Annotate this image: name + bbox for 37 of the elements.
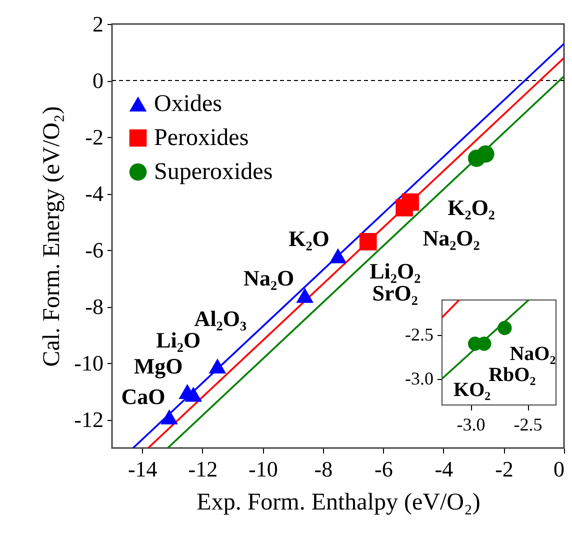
annotation: Li₂O₂ bbox=[370, 258, 422, 284]
x-axis-title: Exp. Form. Enthalpy (eV/O₂) bbox=[196, 490, 480, 516]
annotation: KO₂ bbox=[454, 378, 491, 401]
annotation: K₂O bbox=[288, 226, 330, 251]
annotation: Na₂O bbox=[244, 265, 294, 290]
legend-label: Oxides bbox=[154, 91, 222, 117]
y-tick-label: -4 bbox=[85, 181, 104, 206]
point bbox=[160, 409, 178, 424]
x-tick-label: 0 bbox=[554, 456, 564, 482]
point bbox=[396, 199, 413, 216]
annotation: K₂O₂ bbox=[448, 195, 496, 220]
annotation: CaO bbox=[121, 384, 166, 409]
x-tick-label: -6 bbox=[374, 456, 393, 482]
x-tick-label: -14 bbox=[128, 456, 158, 482]
x-tick-label: -12 bbox=[188, 456, 218, 482]
y-tick-label: 2 bbox=[92, 12, 104, 36]
y-tick-label: -8 bbox=[85, 294, 104, 320]
annotation: RbO₂ bbox=[488, 364, 536, 386]
annotation: MgO bbox=[134, 353, 183, 378]
point bbox=[296, 288, 314, 303]
y-axis-title: Cal. Form. Energy (eV/O₂) bbox=[39, 106, 66, 367]
x-tick-label: -4 bbox=[434, 456, 454, 482]
x-tick-label: -8 bbox=[314, 456, 333, 482]
point bbox=[208, 358, 226, 374]
legend-label: Superoxides bbox=[154, 159, 273, 185]
y-tick-label: 0 bbox=[92, 68, 104, 94]
annotation: Na₂O₂ bbox=[422, 226, 480, 251]
x-tick-label: -2 bbox=[495, 456, 514, 482]
point bbox=[359, 232, 377, 250]
y-tick-label: -2 bbox=[85, 124, 104, 150]
x-tick-label: -10 bbox=[248, 456, 278, 482]
y-tick-label: -10 bbox=[74, 350, 104, 376]
y-tick-label: -6 bbox=[85, 238, 104, 263]
legend-label: Peroxides bbox=[154, 125, 249, 151]
point bbox=[329, 248, 347, 264]
annotation: NaO₂ bbox=[510, 343, 556, 365]
point bbox=[476, 145, 494, 163]
